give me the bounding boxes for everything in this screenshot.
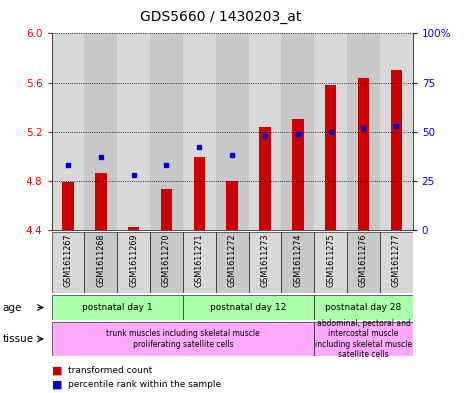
Bar — [84, 232, 117, 293]
Bar — [161, 189, 172, 230]
Bar — [216, 232, 249, 293]
Bar — [281, 33, 314, 230]
Bar — [183, 295, 314, 320]
Text: GSM1611267: GSM1611267 — [63, 234, 73, 287]
Bar — [281, 232, 314, 293]
Bar — [227, 181, 238, 230]
Text: GSM1611274: GSM1611274 — [293, 234, 303, 287]
Bar — [292, 119, 303, 230]
Text: postnatal day 12: postnatal day 12 — [211, 303, 287, 312]
Bar — [183, 232, 216, 293]
Bar — [84, 33, 117, 230]
Bar — [95, 173, 106, 230]
Text: GSM1611269: GSM1611269 — [129, 234, 138, 287]
Text: postnatal day 1: postnatal day 1 — [82, 303, 152, 312]
Text: GSM1611277: GSM1611277 — [392, 234, 401, 287]
Bar — [347, 33, 380, 230]
Text: percentile rank within the sample: percentile rank within the sample — [68, 380, 221, 389]
Bar — [358, 77, 369, 230]
Bar — [314, 295, 413, 320]
Bar — [194, 158, 205, 230]
Text: GSM1611273: GSM1611273 — [260, 234, 270, 287]
Text: postnatal day 28: postnatal day 28 — [325, 303, 401, 312]
Bar — [380, 33, 413, 230]
Text: tissue: tissue — [2, 334, 33, 344]
Bar — [52, 232, 84, 293]
Bar — [52, 33, 84, 230]
Text: trunk muscles including skeletal muscle
proliferating satellite cells: trunk muscles including skeletal muscle … — [106, 329, 260, 349]
Text: abdominal, pectoral and
intercostal muscle
including skeletal muscle
satellite c: abdominal, pectoral and intercostal musc… — [315, 319, 412, 359]
Text: transformed count: transformed count — [68, 366, 152, 375]
Text: GSM1611275: GSM1611275 — [326, 234, 335, 287]
Bar — [183, 33, 216, 230]
Bar — [52, 295, 183, 320]
Bar — [150, 33, 183, 230]
Bar — [314, 232, 347, 293]
Bar — [62, 182, 74, 230]
Text: age: age — [2, 303, 22, 312]
Bar — [314, 322, 413, 356]
Bar — [347, 232, 380, 293]
Bar — [150, 232, 183, 293]
Text: ■: ■ — [52, 379, 62, 389]
Bar — [259, 127, 271, 230]
Text: GSM1611272: GSM1611272 — [227, 234, 237, 287]
Bar — [380, 232, 413, 293]
Bar — [117, 33, 150, 230]
Bar — [128, 228, 139, 230]
Text: GSM1611270: GSM1611270 — [162, 234, 171, 287]
Bar — [314, 33, 347, 230]
Bar — [249, 33, 281, 230]
Text: GSM1611276: GSM1611276 — [359, 234, 368, 287]
Bar — [117, 232, 150, 293]
Bar — [391, 70, 402, 230]
Bar — [249, 232, 281, 293]
Bar — [216, 33, 249, 230]
Text: GSM1611268: GSM1611268 — [96, 234, 106, 287]
Bar — [52, 322, 314, 356]
Text: GSM1611271: GSM1611271 — [195, 234, 204, 287]
Bar — [325, 85, 336, 230]
Text: GDS5660 / 1430203_at: GDS5660 / 1430203_at — [140, 10, 301, 24]
Text: ■: ■ — [52, 365, 62, 376]
